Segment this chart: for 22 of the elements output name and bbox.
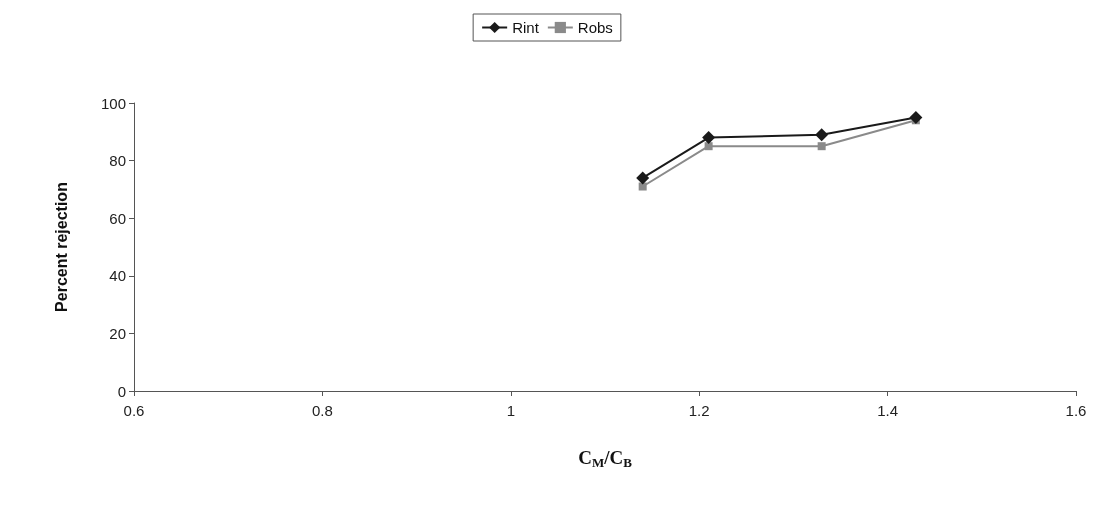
x-tick-label: 1.2 — [688, 402, 710, 419]
point — [815, 128, 829, 142]
x-tick-label: 0.6 — [123, 402, 145, 419]
x-tick-label: 1.6 — [1065, 402, 1087, 419]
legend-label: Rint — [512, 19, 540, 36]
y-tick-label: 80 — [109, 152, 126, 170]
y-tick-label: 0 — [117, 382, 126, 400]
point — [909, 110, 923, 124]
point — [638, 182, 647, 191]
y-tick-label: 100 — [100, 94, 126, 112]
point — [704, 142, 713, 151]
point — [702, 131, 716, 145]
x-tick-label: 1.4 — [877, 402, 899, 419]
y-tick-label: 40 — [109, 267, 126, 285]
x-tick-label: 0.8 — [311, 402, 333, 419]
legend-label: Robs — [577, 19, 613, 36]
y-tick-label: 20 — [109, 324, 126, 342]
x-tick-label: 1 — [506, 402, 515, 419]
point — [636, 171, 650, 185]
y-tick-label: 60 — [109, 209, 126, 227]
y-axis-title: Percent rejection — [52, 182, 70, 312]
point — [817, 142, 826, 151]
